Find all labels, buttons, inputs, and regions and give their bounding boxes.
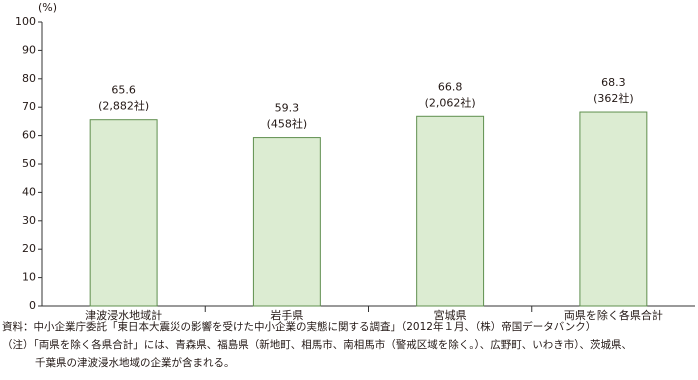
value-label: 66.8 bbox=[438, 80, 463, 93]
x-tick-label: 両県を除く各県合計 bbox=[564, 308, 663, 322]
sample-label: (458社) bbox=[267, 117, 308, 131]
x-tick-label: 岩手県 bbox=[270, 308, 303, 322]
y-tick-label: 70 bbox=[22, 100, 36, 113]
bar bbox=[416, 115, 485, 307]
bar bbox=[89, 119, 158, 307]
y-tick-label: 50 bbox=[22, 157, 36, 170]
value-label: 59.3 bbox=[275, 102, 300, 115]
value-label: 68.3 bbox=[601, 76, 626, 89]
y-tick-label: 40 bbox=[22, 185, 36, 198]
bar bbox=[579, 111, 648, 307]
y-tick-label: 90 bbox=[22, 43, 36, 56]
note: 千葉県の津波浸水地域の企業が含まれる。 bbox=[35, 356, 235, 369]
sample-label: (2,062社) bbox=[425, 95, 476, 109]
y-unit: (%) bbox=[38, 1, 57, 14]
y-tick-label: 0 bbox=[29, 299, 36, 312]
y-tick-label: 30 bbox=[22, 214, 36, 227]
sample-label: (362社) bbox=[593, 91, 634, 105]
x-tick-label: 津波浸水地域計 bbox=[85, 308, 162, 322]
y-tick-label: 20 bbox=[22, 242, 36, 255]
y-tick-label: 60 bbox=[22, 129, 36, 142]
x-tick-label: 宮城県 bbox=[434, 308, 467, 322]
y-tick-label: 100 bbox=[15, 15, 36, 28]
y-tick-label: 10 bbox=[22, 271, 36, 284]
sample-label: (2,882社) bbox=[98, 99, 149, 113]
value-label: 65.6 bbox=[111, 84, 136, 97]
bar bbox=[252, 137, 321, 307]
note: （注）「両県を除く各県合計」には、青森県、福島県（新地町、相馬市、南相馬市（警戒… bbox=[2, 338, 632, 351]
y-tick-label: 80 bbox=[22, 72, 36, 85]
source: 資料：中小企業庁委託「東日本大震災の影響を受けた中小企業の実態に関する調査」（2… bbox=[2, 320, 596, 333]
